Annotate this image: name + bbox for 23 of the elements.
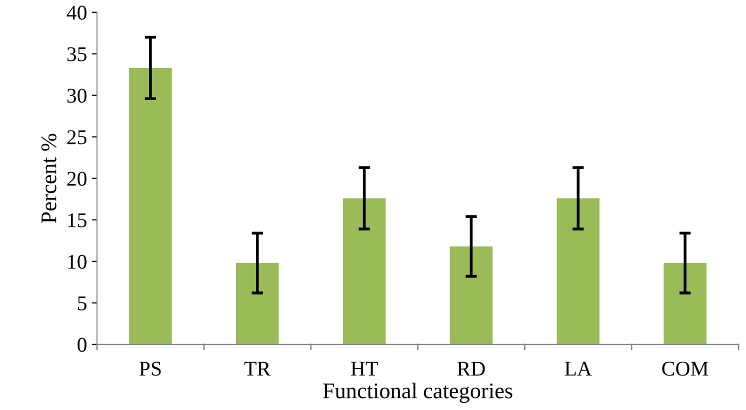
x-tick-label: COM: [662, 362, 708, 376]
x-tick-label: TR: [244, 362, 271, 376]
y-tick-label: 25: [67, 130, 86, 144]
y-tick-label: 10: [68, 254, 86, 269]
y-tick-label: 30: [67, 88, 86, 103]
bar: [450, 246, 493, 344]
y-tick-label: 15: [68, 213, 86, 228]
y-tick-label: 5: [78, 296, 86, 310]
y-tick-label: 40: [66, 6, 86, 20]
x-tick-label: LA: [564, 362, 592, 376]
y-tick-label: 0: [78, 338, 86, 352]
bar: [129, 68, 172, 344]
x-tick-label: PS: [139, 362, 161, 376]
x-tick-label: HT: [351, 362, 378, 376]
x-tick-label: RD: [457, 362, 485, 376]
x-axis-title: Functional categories: [323, 382, 512, 403]
y-axis-title: Percent %: [41, 134, 56, 224]
bar: [556, 198, 600, 344]
bar: [236, 263, 279, 344]
y-tick-label: 20: [67, 172, 86, 186]
y-tick-label: 35: [67, 47, 86, 62]
bar: [342, 198, 386, 344]
bar: [664, 263, 706, 344]
